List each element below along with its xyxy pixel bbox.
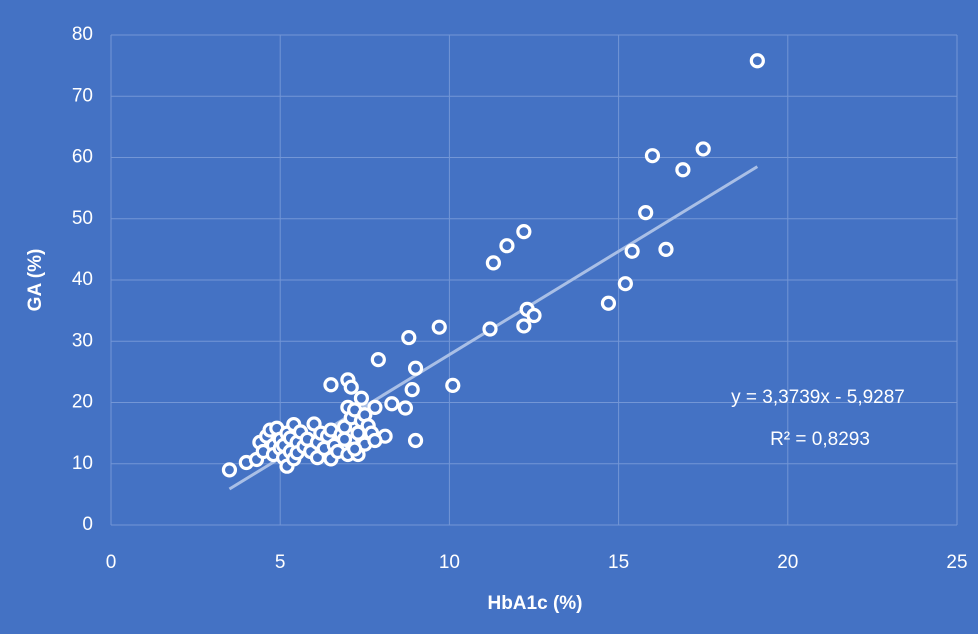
point [221,462,238,478]
point [397,400,414,416]
point [336,431,353,447]
point [323,377,339,393]
point [401,329,417,346]
y-tick-label: 80 [72,24,93,45]
point [526,307,542,324]
x-tick-label: 25 [946,552,967,573]
y-tick-label: 20 [72,392,93,413]
x-tick-label: 15 [608,552,629,573]
y-tick-label: 60 [72,147,93,168]
point [485,255,501,271]
equation-label: y = 3,3739x - 5,9287 [731,387,905,408]
point [407,360,424,376]
point [367,432,383,449]
point [675,162,691,178]
point [370,352,386,368]
point [407,432,424,449]
point [624,243,640,259]
y-axis-title: GA (%) [25,249,46,312]
y-tick-label: 70 [72,85,93,106]
point [658,241,674,257]
point [638,205,654,221]
point [695,141,711,157]
x-tick-label: 0 [106,552,117,573]
point [749,53,765,69]
point [343,379,359,395]
point [367,399,383,415]
y-tick-label: 0 [82,514,93,535]
y-tick-label: 10 [72,453,93,474]
point [404,382,420,398]
point [516,318,532,334]
x-tick-label: 5 [275,552,286,573]
x-tick-label: 10 [439,552,460,573]
point [516,224,532,240]
x-tick-label: 20 [777,552,798,573]
point [353,390,370,406]
point [347,441,363,457]
y-tick-label: 40 [72,269,93,290]
point [482,321,498,337]
r-squared-label: R² = 0,8293 [770,429,870,450]
point [384,396,400,412]
x-axis-title: HbA1c (%) [487,593,582,614]
point [499,238,515,254]
point [644,148,661,164]
point [600,295,617,311]
point [445,377,461,393]
y-tick-label: 50 [72,208,93,229]
y-tick-label: 30 [72,330,93,351]
point [617,276,633,292]
point [431,319,447,335]
